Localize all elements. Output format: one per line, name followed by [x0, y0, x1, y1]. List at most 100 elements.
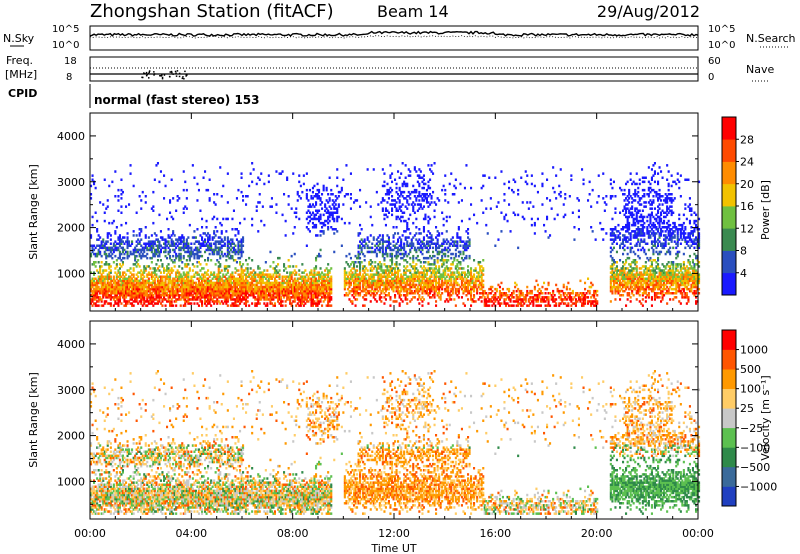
power-cell	[225, 277, 228, 280]
power-cell	[179, 277, 182, 280]
power-cell	[152, 252, 155, 256]
power-cell	[161, 287, 164, 291]
power-cell	[175, 298, 178, 301]
power-cell	[211, 250, 214, 254]
power-cell	[167, 289, 170, 293]
power-cell	[219, 285, 222, 289]
power-cell	[298, 217, 301, 221]
power-cell	[170, 298, 173, 301]
power-cell	[497, 201, 500, 204]
power-cell	[94, 211, 97, 214]
power-cell	[196, 294, 199, 297]
power-cell	[304, 269, 307, 272]
power-cell	[152, 205, 155, 208]
power-cell	[287, 195, 290, 198]
power-cell	[419, 203, 422, 206]
power-cell	[438, 199, 441, 202]
power-cell	[182, 281, 185, 285]
power-cell	[167, 279, 170, 283]
power-cell	[222, 296, 225, 299]
power-cell	[188, 252, 191, 256]
power-cell	[418, 182, 421, 186]
power-cell	[214, 203, 217, 206]
power-cell	[118, 254, 121, 258]
power-cell	[214, 289, 217, 293]
power-cell	[99, 201, 102, 204]
power-cell	[196, 182, 199, 186]
power-cell	[207, 277, 210, 280]
freq-point	[144, 73, 146, 75]
power-cell	[387, 211, 390, 214]
power-cell	[290, 254, 293, 258]
power-cell	[188, 269, 191, 272]
power-cell	[185, 246, 188, 250]
power-cell	[286, 271, 289, 274]
power-cell	[170, 215, 173, 219]
power-cell	[207, 273, 210, 276]
power-cell	[161, 289, 164, 293]
power-cell	[141, 294, 144, 297]
power-cell	[225, 267, 228, 270]
power-cell	[149, 298, 152, 301]
power-cell	[126, 279, 129, 283]
power-cell	[223, 285, 226, 289]
power-cell	[128, 203, 131, 206]
power-cell	[147, 240, 150, 243]
power-cell	[436, 256, 439, 260]
power-cell	[103, 294, 106, 297]
power-cell	[108, 184, 111, 188]
power-cell	[156, 294, 159, 297]
power-cell	[216, 193, 219, 196]
power-cell	[108, 252, 111, 256]
power-cell	[103, 178, 106, 181]
power-cell	[105, 287, 108, 291]
power-cell	[175, 300, 178, 303]
power-cell	[270, 205, 273, 208]
power-cell	[100, 244, 103, 247]
power-cell	[153, 283, 156, 287]
freq-point	[161, 77, 164, 80]
power-cell	[191, 269, 194, 272]
power-cell	[251, 180, 254, 184]
power-cell	[141, 271, 144, 274]
power-cell	[125, 221, 128, 225]
power-cell	[219, 242, 222, 245]
power-cell	[140, 207, 143, 210]
power-cell	[448, 248, 451, 252]
power-cell	[407, 217, 410, 221]
power-cell	[118, 250, 121, 254]
power-cell	[196, 273, 199, 276]
power-cell	[126, 250, 129, 254]
power-cell	[90, 252, 93, 256]
power-cell	[117, 209, 120, 212]
power-cell	[117, 256, 120, 260]
power-cell	[321, 304, 324, 307]
power-cell	[118, 236, 121, 239]
power-cell	[349, 172, 352, 175]
power-cell	[106, 236, 109, 239]
power-cell	[94, 294, 97, 297]
power-cell	[193, 254, 196, 258]
power-cell	[476, 221, 479, 225]
power-cell	[155, 302, 158, 305]
power-cell	[348, 252, 351, 256]
power-cell	[152, 279, 155, 283]
power-cell	[100, 287, 103, 291]
nave-tick-bottom: 0	[708, 72, 714, 83]
power-cell	[201, 217, 204, 221]
power-cell	[182, 170, 185, 173]
power-cell	[371, 223, 374, 227]
power-cell	[298, 269, 301, 272]
power-cell	[146, 252, 149, 256]
power-cell	[97, 271, 100, 274]
power-cell	[207, 289, 210, 293]
power-cell	[164, 285, 167, 289]
power-cell	[223, 265, 226, 268]
power-cell	[93, 244, 96, 247]
power-cell	[99, 246, 102, 250]
power-cell	[106, 287, 109, 291]
power-cell	[222, 281, 225, 285]
power-cell	[333, 250, 336, 254]
power-cell	[106, 240, 109, 243]
power-cell	[96, 219, 99, 223]
